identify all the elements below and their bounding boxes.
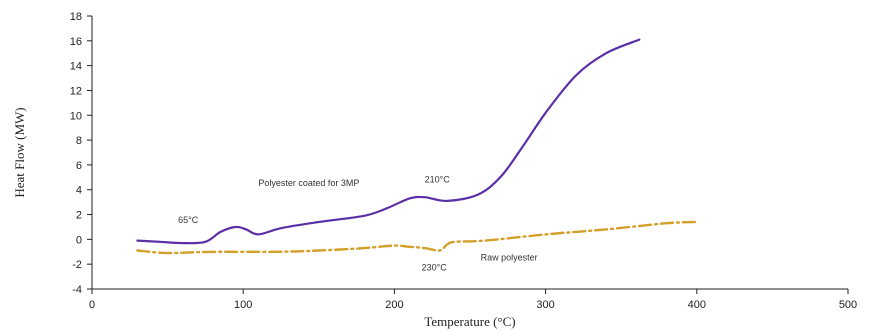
y-tick-label: 16 [70,36,82,48]
annotation-label: 210°C [425,174,451,184]
x-tick-label: 0 [89,299,95,311]
y-axis-ticks: -4 -2 0 2 4 6 8 10 12 14 16 18 [70,11,92,296]
annotation-label: 65°C [178,215,199,225]
annotations: 65°C Polyester coated for 3MP 210°C 230°C Ra… [178,174,537,272]
annotation-label: Raw polyester [481,252,538,262]
annotation-label: Polyester coated for 3MP [258,178,359,188]
y-tick-label: 8 [76,135,82,147]
x-tick-label: 100 [234,299,252,311]
y-tick-label: 14 [70,61,82,73]
y-tick-label: 6 [76,160,82,172]
y-tick-label: -2 [72,259,82,271]
y-tick-label: 12 [70,85,82,97]
annotation-label: 230°C [422,262,448,272]
x-tick-label: 200 [385,299,403,311]
y-tick-label: 4 [76,185,82,197]
x-tick-label: 300 [536,299,554,311]
series-layer [136,38,698,255]
y-tick-label: 0 [76,234,82,246]
x-axis-title: Temperature (°C) [424,314,515,329]
x-tick-label: 500 [839,299,857,311]
y-axis-title: Heat Flow (MW) [12,107,27,197]
x-axis-ticks: 0 100 200 300 400 500 [89,289,857,311]
y-tick-label: -4 [72,284,82,296]
series-line-coated [136,38,641,245]
y-tick-label: 2 [76,210,82,222]
x-tick-label: 400 [688,299,706,311]
y-tick-label: 18 [70,11,82,23]
y-tick-label: 10 [70,110,82,122]
series-line-raw [136,220,698,255]
